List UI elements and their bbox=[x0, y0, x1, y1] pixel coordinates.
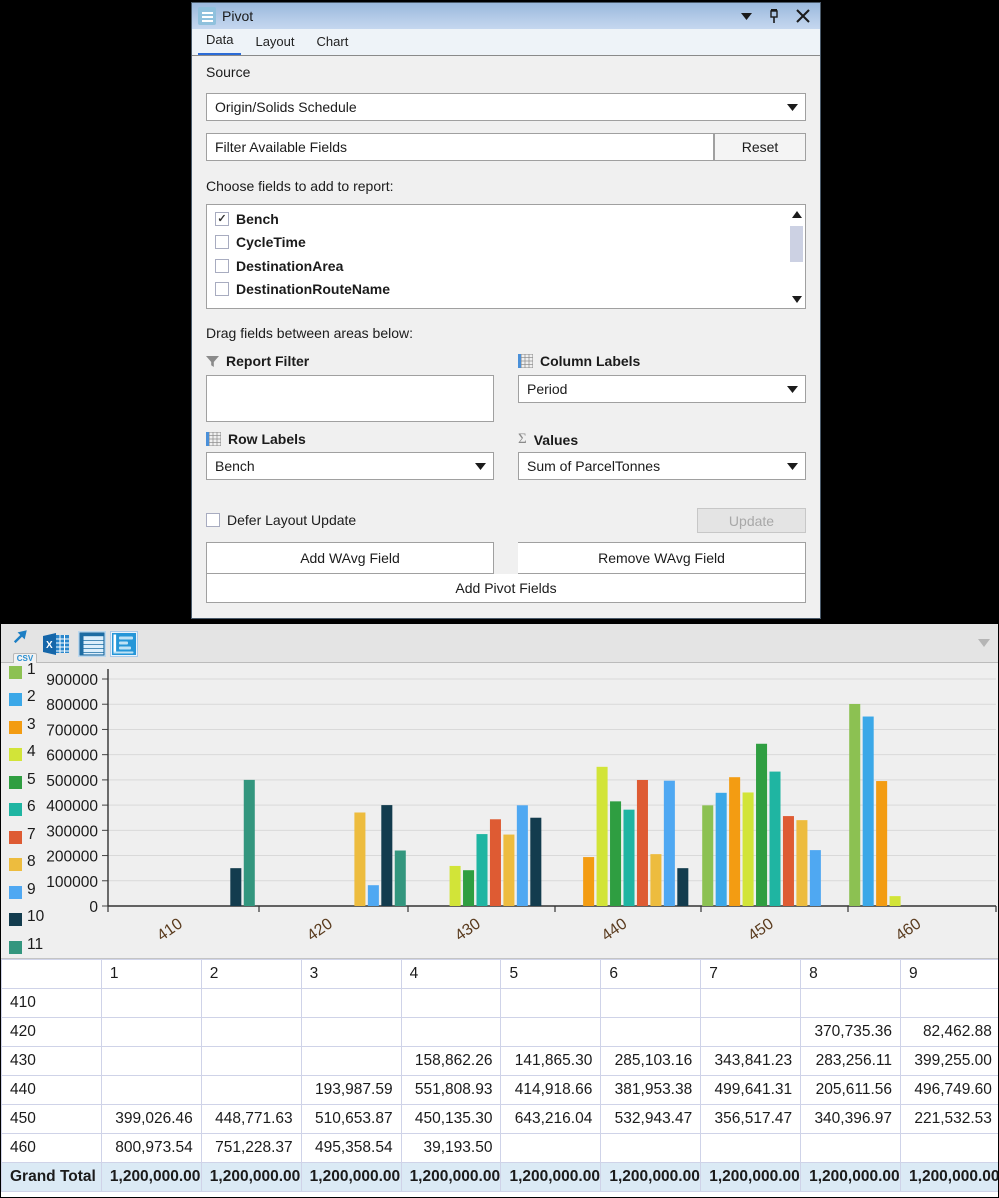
svg-text:X: X bbox=[46, 640, 53, 651]
svg-text:200000: 200000 bbox=[46, 849, 98, 866]
svg-text:800000: 800000 bbox=[46, 697, 98, 714]
svg-text:430: 430 bbox=[452, 915, 484, 944]
svg-text:460: 460 bbox=[893, 915, 925, 944]
svg-text:400000: 400000 bbox=[46, 798, 98, 815]
svg-text:420: 420 bbox=[304, 915, 336, 944]
svg-text:600000: 600000 bbox=[46, 748, 98, 765]
svg-text:100000: 100000 bbox=[46, 874, 98, 891]
svg-text:300000: 300000 bbox=[46, 823, 98, 840]
svg-text:410: 410 bbox=[154, 915, 186, 944]
svg-text:900000: 900000 bbox=[46, 672, 98, 689]
svg-text:440: 440 bbox=[599, 915, 631, 944]
svg-text:0: 0 bbox=[89, 899, 98, 916]
svg-text:450: 450 bbox=[745, 915, 777, 944]
svg-text:700000: 700000 bbox=[46, 722, 98, 739]
svg-text:500000: 500000 bbox=[46, 773, 98, 790]
